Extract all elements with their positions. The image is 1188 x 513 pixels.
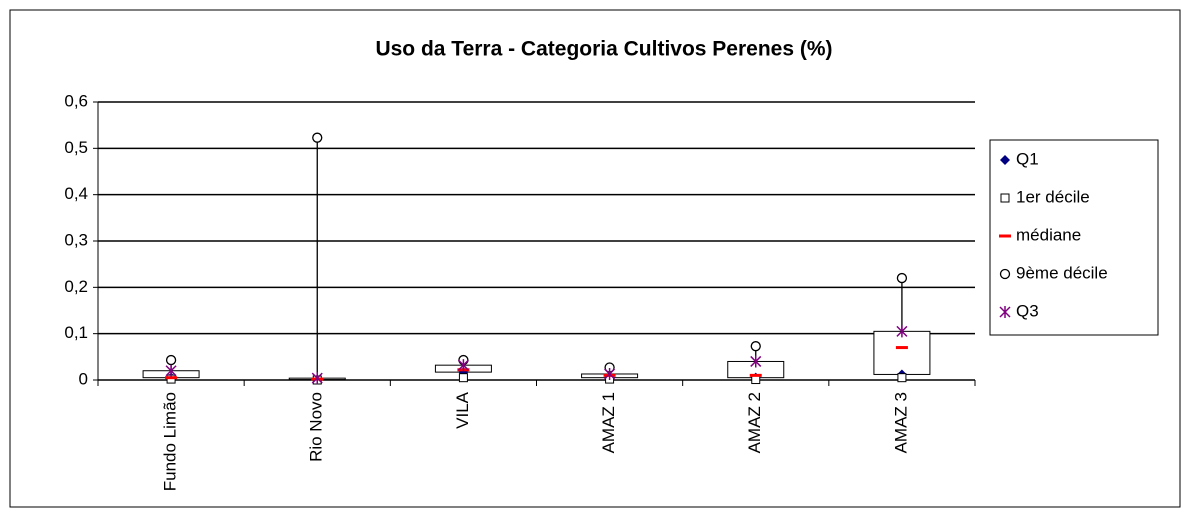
legend-marker xyxy=(999,306,1011,318)
marker xyxy=(458,373,468,383)
y-tick-label: 0,3 xyxy=(64,230,88,249)
x-tick-label: AMAZ 1 xyxy=(599,392,618,453)
marker xyxy=(457,359,469,372)
y-tick-label: 0,4 xyxy=(64,184,88,203)
x-tick-label: Fundo Limão xyxy=(161,392,180,491)
marker xyxy=(165,364,177,377)
legend-marker xyxy=(1000,193,1010,203)
legend-marker xyxy=(999,268,1011,280)
y-tick-label: 0,2 xyxy=(64,277,88,296)
legend-label: médiane xyxy=(1016,225,1081,244)
legend-label: Q1 xyxy=(1016,149,1039,168)
marker xyxy=(896,272,908,284)
marker xyxy=(749,373,762,377)
x-tick-label: VILA xyxy=(453,391,472,429)
legend-box xyxy=(989,139,1159,336)
legend-marker xyxy=(1000,155,1010,165)
x-tick-label: Rio Novo xyxy=(307,392,326,462)
y-tick-label: 0 xyxy=(79,369,88,388)
marker xyxy=(312,132,323,143)
marker xyxy=(165,376,178,380)
chart-border xyxy=(9,9,1181,508)
marker xyxy=(604,367,616,380)
marker xyxy=(895,346,908,350)
legend-label: 9ème décile xyxy=(1016,263,1108,282)
marker xyxy=(165,354,177,366)
marker xyxy=(897,373,907,383)
chart-title: Uso da Terra - Categoria Cultivos Perene… xyxy=(375,38,832,61)
y-tick-label: 0,6 xyxy=(64,91,88,110)
legend-label: Q3 xyxy=(1016,301,1039,320)
x-tick-label: AMAZ 2 xyxy=(745,392,764,453)
box xyxy=(873,330,931,375)
marker xyxy=(896,325,908,338)
y-tick-label: 0,1 xyxy=(64,323,88,342)
y-tick-label: 0,5 xyxy=(64,138,88,157)
marker xyxy=(311,372,323,385)
marker xyxy=(750,355,762,368)
legend-label: 1er décile xyxy=(1016,187,1090,206)
legend-marker xyxy=(999,234,1011,238)
marker xyxy=(750,341,761,352)
x-tick-label: AMAZ 3 xyxy=(891,392,910,453)
